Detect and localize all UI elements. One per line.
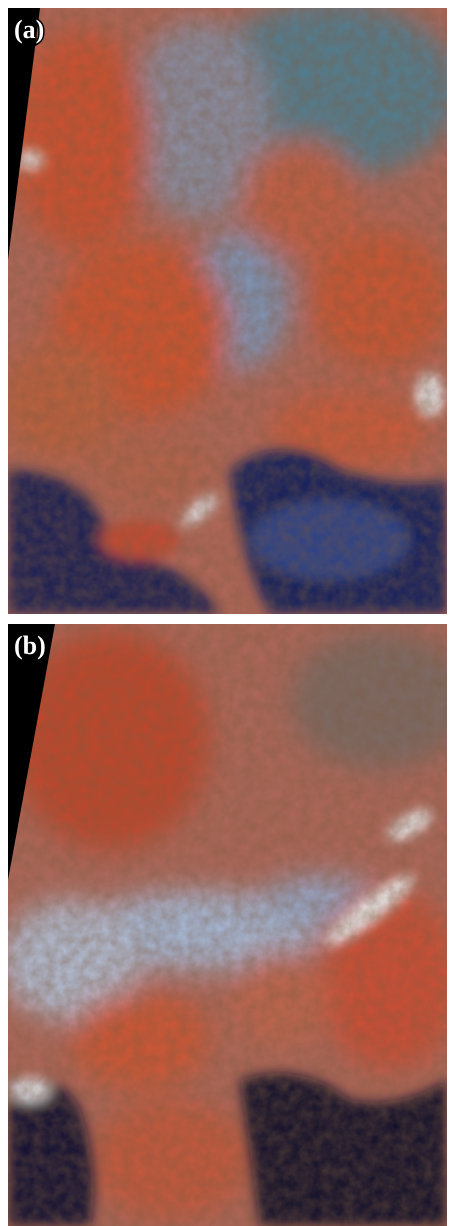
panel-a-image [0,0,455,614]
page: (a) (b) (() => { const data = JSON.parse… [0,0,455,1226]
panel-label: (b) [14,631,46,660]
panel-label: (a) [14,15,44,44]
panel-b-image [0,624,455,1226]
figure: (a) (b) [0,0,455,1226]
